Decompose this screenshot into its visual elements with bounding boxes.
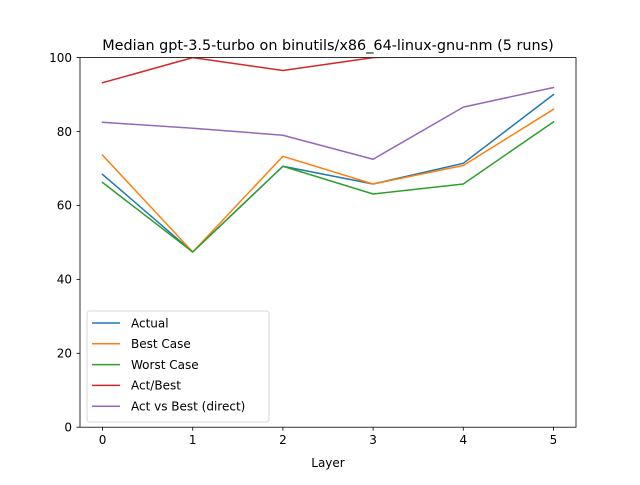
y-tick-label: 100 <box>49 51 72 65</box>
legend-box <box>86 310 270 423</box>
series-group <box>101 57 555 253</box>
legend-label-2: Best Case <box>131 337 191 351</box>
x-tick-label: 2 <box>279 433 287 447</box>
series-line-2 <box>101 108 555 253</box>
y-tick-label: 0 <box>64 421 72 435</box>
x-tick-label: 0 <box>99 433 107 447</box>
series-line-1 <box>101 93 555 253</box>
series-line-4 <box>101 57 396 84</box>
y-axis: 0 20 40 60 80 100 <box>49 51 80 435</box>
x-tick-label: 3 <box>369 433 377 447</box>
y-tick-label: 80 <box>57 125 72 139</box>
x-tick-label: 4 <box>459 433 467 447</box>
x-axis-label: Layer <box>311 456 345 470</box>
series-line-5 <box>101 86 555 160</box>
legend-label-3: Worst Case <box>131 358 199 372</box>
x-axis: 0 1 2 3 4 5 <box>99 427 558 447</box>
x-tick-label: 5 <box>550 433 558 447</box>
legend-label-4: Act/Best <box>131 379 181 393</box>
plot-frame <box>79 57 577 428</box>
legend-label-5: Act vs Best (direct) <box>131 400 245 414</box>
chart-title: Median gpt-3.5-turbo on binutils/x86_64-… <box>102 38 554 54</box>
legend: Actual Best Case Worst Case Act/Best Act vs … <box>86 310 270 423</box>
y-tick-label: 40 <box>57 273 72 287</box>
legend-label-1: Actual <box>131 316 169 330</box>
series-line-3 <box>101 120 555 253</box>
y-tick-label: 20 <box>57 347 72 361</box>
y-tick-label: 60 <box>57 199 72 213</box>
x-tick-label: 1 <box>189 433 197 447</box>
